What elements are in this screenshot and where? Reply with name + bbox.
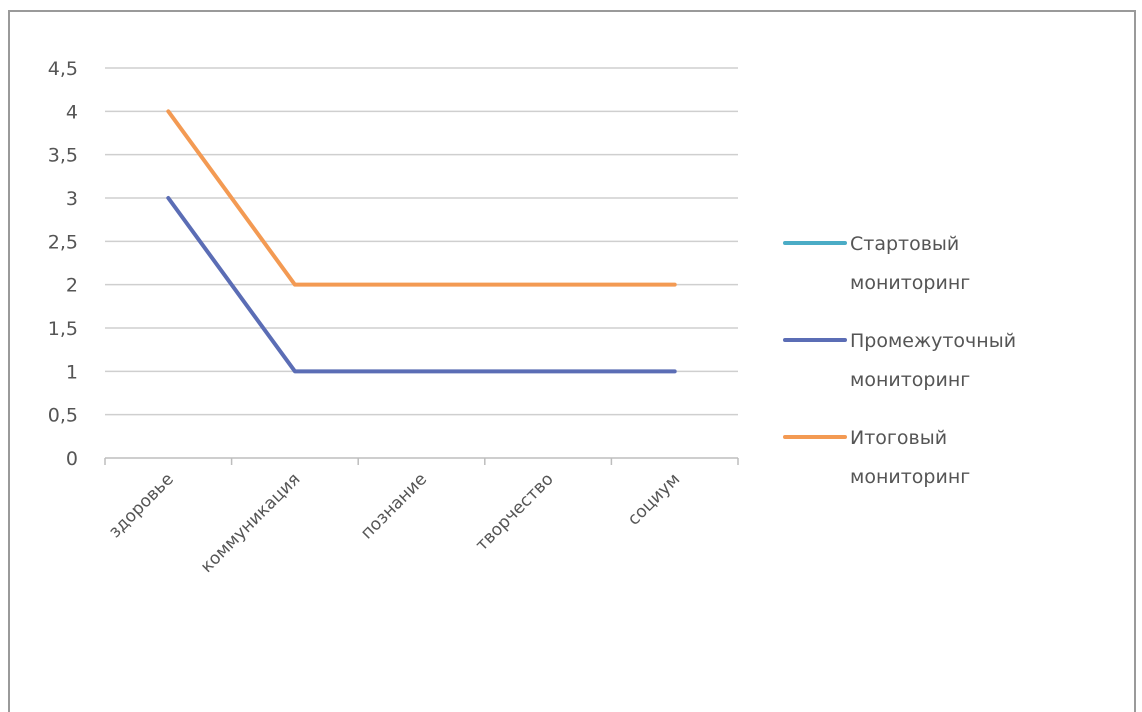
y-tick-label: 2 [66, 275, 78, 297]
y-tick-label: 3,5 [48, 145, 78, 167]
y-tick-label: 4,5 [48, 58, 78, 80]
legend-label: мониторинг [850, 466, 970, 488]
y-axis-ticks: 0 0,5 1 1,5 2 2,5 3 3,5 4 4,5 [48, 58, 78, 470]
x-category-label: здоровье [105, 469, 178, 542]
legend-label: Итоговый [850, 427, 947, 449]
legend-label: мониторинг [850, 369, 970, 391]
x-category-label: творчество [472, 469, 558, 555]
y-tick-label: 1 [66, 361, 78, 383]
x-category-label: познание [357, 469, 431, 543]
y-tick-label: 0 [66, 448, 78, 470]
y-tick-label: 0,5 [48, 405, 78, 427]
legend-label: мониторинг [850, 272, 970, 294]
legend-label: Промежуточный [850, 330, 1016, 352]
legend: Стартовый мониторинг Промежуточный монитори… [785, 233, 1016, 488]
x-category-label: коммуникация [197, 469, 305, 577]
legend-label: Стартовый [850, 233, 959, 255]
y-tick-label: 4 [66, 101, 78, 123]
y-tick-label: 3 [66, 188, 78, 210]
y-tick-label: 1,5 [48, 318, 78, 340]
x-axis: здоровье коммуникация познание творчество со… [105, 458, 738, 577]
y-tick-label: 2,5 [48, 231, 78, 253]
x-category-label: социум [624, 469, 684, 529]
